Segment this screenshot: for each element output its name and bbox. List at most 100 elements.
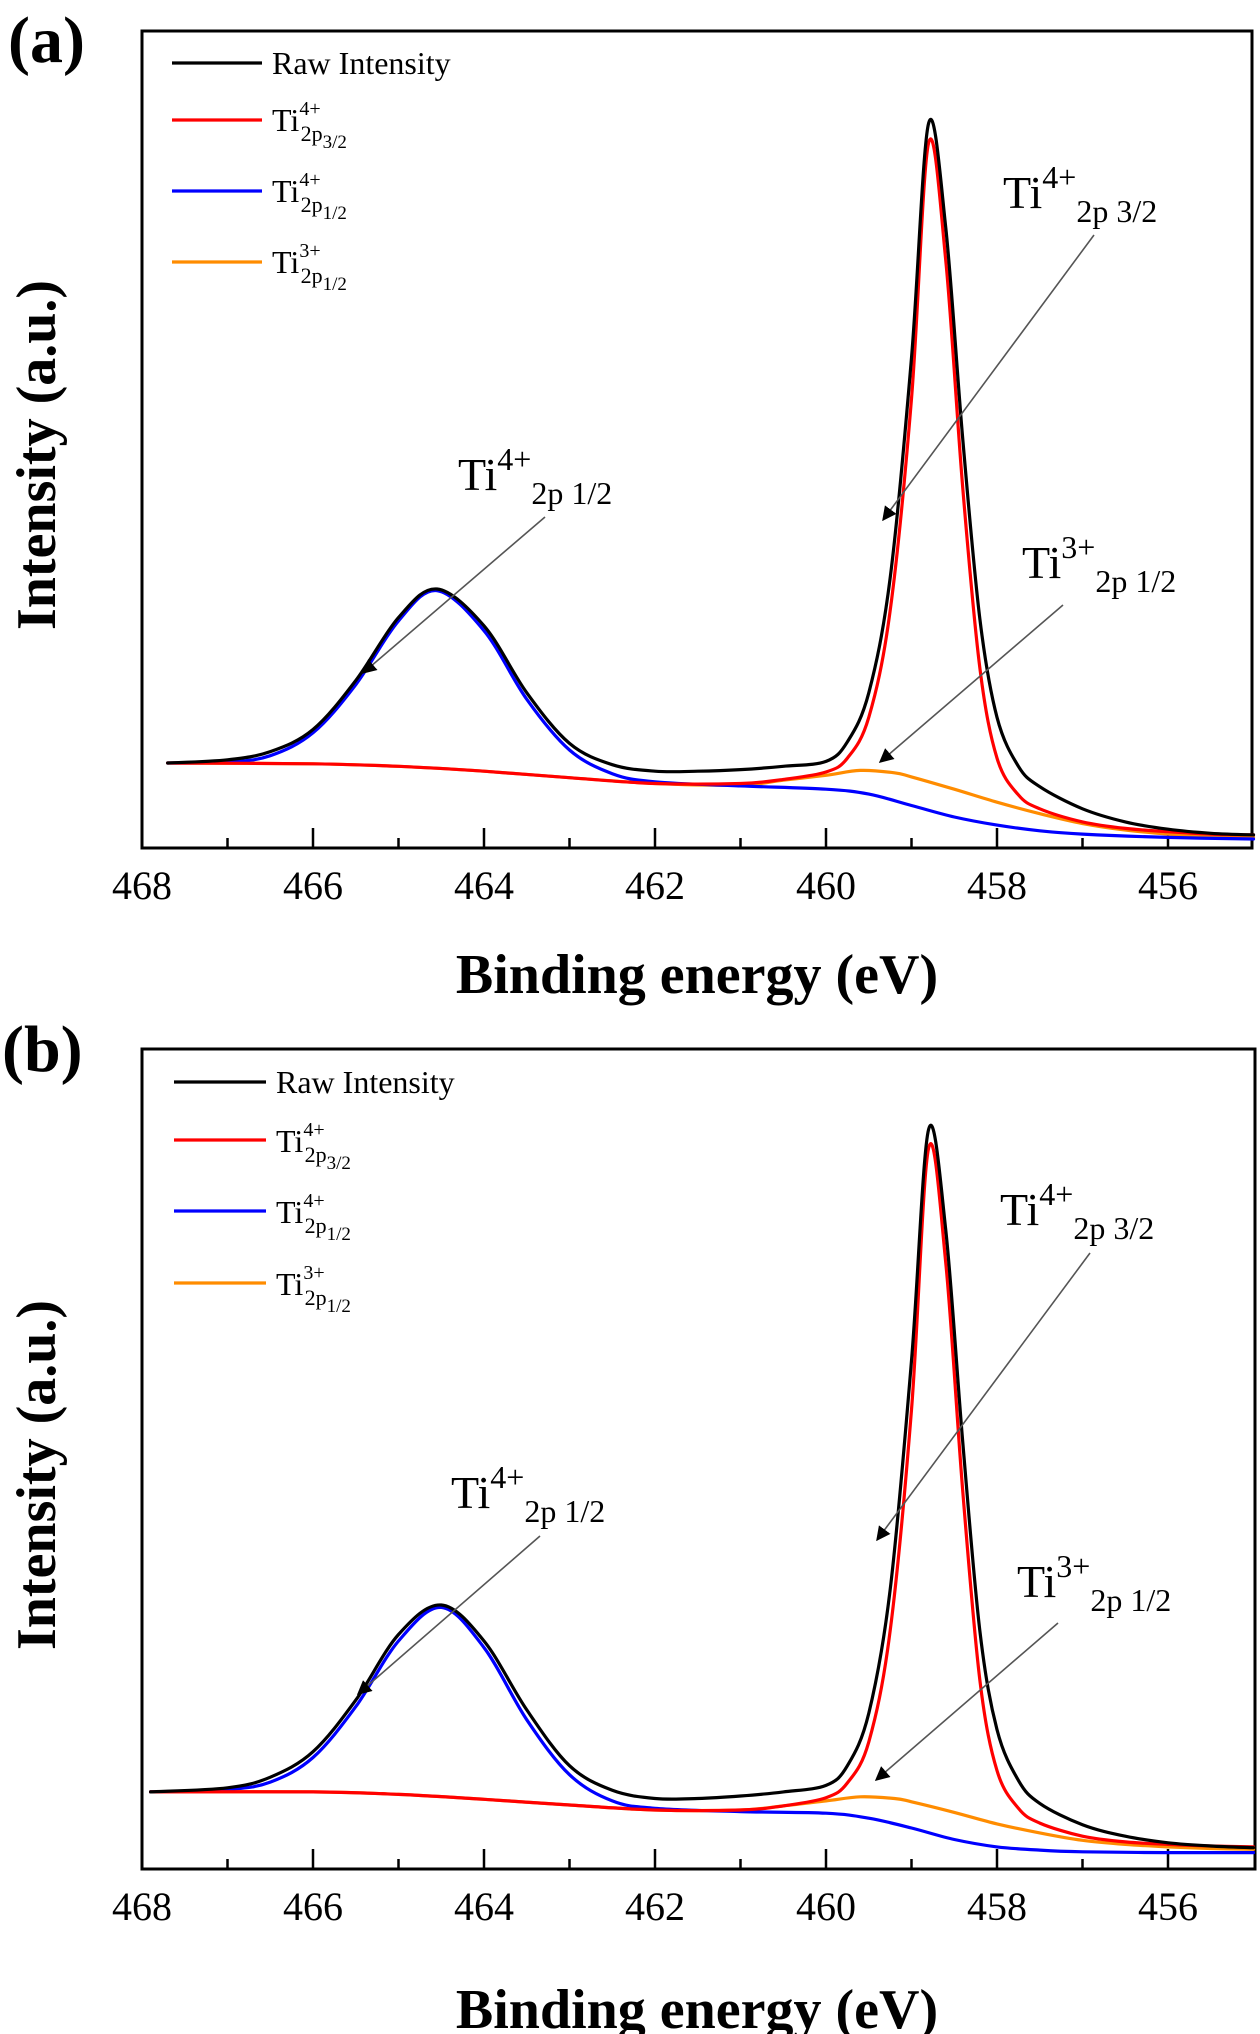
annotation-sub: 2p 1/2 bbox=[531, 475, 612, 511]
annotation-sub: 2p 1/2 bbox=[524, 1493, 605, 1529]
annotation-base: Ti bbox=[458, 449, 497, 500]
raw-intensity-curve bbox=[166, 117, 1256, 837]
x-tick-label: 460 bbox=[796, 863, 856, 908]
legend-label-sub: 2p bbox=[305, 1213, 327, 1238]
annotation-sub: 2p 3/2 bbox=[1073, 1210, 1154, 1246]
legend-label-subsub: 3/2 bbox=[323, 132, 347, 153]
svg-text:Ti3+2p 1/2: Ti3+2p 1/2 bbox=[1017, 1548, 1171, 1618]
legend-label-base: Ti bbox=[272, 102, 299, 138]
x-axis-title: Binding energy (eV) bbox=[456, 944, 938, 1006]
x-tick-label: 456 bbox=[1138, 863, 1198, 908]
ti4-2p32-curve bbox=[166, 137, 1256, 837]
panel-a: (a) 468 466 464 462 460 458 456 Raw Intensity … bbox=[6, 4, 1256, 1006]
legend-label-subsub: 3/2 bbox=[327, 1153, 351, 1174]
ti3-2p12-curve bbox=[166, 761, 1256, 839]
x-tick-label: 466 bbox=[283, 1884, 343, 1929]
annotation-ti4-2p12: Ti4+2p 1/2 bbox=[356, 1459, 605, 1695]
legend-label-sub: 2p bbox=[301, 192, 323, 217]
legend-label-sup: 4+ bbox=[303, 1190, 324, 1212]
annotation-sup: 4+ bbox=[497, 441, 531, 477]
legend-label-base: Ti bbox=[276, 1123, 303, 1159]
svg-text:Ti3+2p1/2: Ti3+ 2p1/2 bbox=[276, 1262, 351, 1317]
legend-label-subsub: 1/2 bbox=[323, 203, 347, 224]
x-axis-ticks bbox=[140, 1849, 1170, 1869]
annotation-sup: 4+ bbox=[1042, 159, 1076, 195]
annotation-arrow bbox=[874, 1622, 1059, 1781]
annotation-arrow bbox=[361, 516, 546, 674]
legend-item-ti4-2p32: Ti4+ 2p3/2 bbox=[172, 98, 347, 153]
panel-b: (b) 468 466 464 462 460 458 456 Raw Intensity … bbox=[2, 1013, 1257, 2034]
ti4-2p12-curve bbox=[149, 1605, 1256, 1855]
legend-label-sup: 3+ bbox=[299, 240, 320, 262]
y-axis-title: Intensity (a.u.) bbox=[6, 280, 68, 630]
annotation-arrow bbox=[882, 234, 1095, 522]
legend-label-base: Ti bbox=[272, 173, 299, 209]
x-axis-tick-labels: 468 466 464 462 460 458 456 bbox=[112, 863, 1198, 908]
annotation-base: Ti bbox=[1017, 1556, 1056, 1607]
legend-label-sub: 2p bbox=[301, 121, 323, 146]
x-tick-label: 462 bbox=[625, 863, 685, 908]
annotation-ti3-2p12: Ti3+2p 1/2 bbox=[874, 1548, 1171, 1781]
y-axis-title: Intensity (a.u.) bbox=[6, 1300, 68, 1650]
legend-item-ti3-2p12: Ti3+ 2p1/2 bbox=[172, 240, 347, 295]
legend-item-raw-intensity: Raw Intensity bbox=[174, 1064, 455, 1100]
ti4-2p12-curve bbox=[166, 588, 1256, 841]
legend-label-base: Ti bbox=[276, 1266, 303, 1302]
x-tick-label: 460 bbox=[796, 1884, 856, 1929]
svg-text:Raw Intensity: Raw Intensity bbox=[272, 45, 451, 81]
panel-label: (a) bbox=[8, 4, 85, 77]
x-axis-title: Binding energy (eV) bbox=[456, 1979, 938, 2034]
annotation-ti4-2p12: Ti4+2p 1/2 bbox=[361, 441, 612, 674]
legend: Raw Intensity Ti4+ 2p3/2 Ti4+ 2p1/2 Ti3+ 2p… bbox=[172, 45, 451, 295]
legend-label: Raw Intensity bbox=[272, 45, 451, 81]
annotation-sup: 4+ bbox=[490, 1459, 524, 1495]
x-axis-ticks bbox=[140, 828, 1170, 848]
legend-item-raw-intensity: Raw Intensity bbox=[172, 45, 451, 81]
svg-text:Ti3+2p 1/2: Ti3+2p 1/2 bbox=[1022, 529, 1176, 599]
legend: Raw Intensity Ti4+ 2p3/2 Ti4+ 2p1/2 Ti3+ 2p… bbox=[174, 1064, 455, 1317]
annotation-ti4-2p32: Ti4+2p 3/2 bbox=[882, 159, 1157, 522]
x-tick-label: 458 bbox=[967, 1884, 1027, 1929]
svg-text:Ti4+2p 1/2: Ti4+2p 1/2 bbox=[458, 441, 612, 511]
legend-label-base: Ti bbox=[276, 1194, 303, 1230]
x-tick-label: 466 bbox=[283, 863, 343, 908]
svg-text:Ti4+2p 1/2: Ti4+2p 1/2 bbox=[451, 1459, 605, 1529]
svg-text:Ti4+2p 3/2: Ti4+2p 3/2 bbox=[1000, 1176, 1154, 1246]
x-axis-tick-labels: 468 466 464 462 460 458 456 bbox=[112, 1884, 1198, 1929]
x-tick-label: 458 bbox=[967, 863, 1027, 908]
svg-text:Ti4+2p1/2: Ti4+ 2p1/2 bbox=[276, 1190, 351, 1245]
svg-text:Ti4+2p3/2: Ti4+ 2p3/2 bbox=[276, 1119, 351, 1174]
legend-item-ti4-2p12: Ti4+ 2p1/2 bbox=[172, 169, 347, 224]
svg-text:Raw Intensity: Raw Intensity bbox=[276, 1064, 455, 1100]
annotation-sup: 3+ bbox=[1061, 529, 1095, 565]
svg-text:Ti4+2p3/2: Ti4+ 2p3/2 bbox=[272, 98, 347, 153]
legend-label-subsub: 1/2 bbox=[327, 1296, 351, 1317]
legend-label-sub: 2p bbox=[301, 263, 323, 288]
annotation-base: Ti bbox=[1022, 537, 1061, 588]
legend-label-subsub: 1/2 bbox=[323, 274, 347, 295]
legend-label-sub: 2p bbox=[305, 1285, 327, 1310]
annotation-base: Ti bbox=[1003, 167, 1042, 218]
annotation-sub: 2p 1/2 bbox=[1095, 563, 1176, 599]
legend-item-ti4-2p32: Ti4+ 2p3/2 bbox=[174, 1119, 351, 1174]
annotation-base: Ti bbox=[1000, 1184, 1039, 1235]
annotation-arrow bbox=[878, 604, 1064, 763]
annotation-arrow bbox=[356, 1535, 541, 1695]
series-curves bbox=[166, 117, 1256, 841]
legend-label-sub: 2p bbox=[305, 1142, 327, 1167]
annotation-base: Ti bbox=[451, 1467, 490, 1518]
raw-intensity-curve bbox=[149, 1123, 1256, 1850]
x-tick-label: 468 bbox=[112, 1884, 172, 1929]
legend-label-sup: 4+ bbox=[299, 169, 320, 191]
annotation-sup: 3+ bbox=[1056, 1548, 1090, 1584]
svg-text:Ti3+2p1/2: Ti3+ 2p1/2 bbox=[272, 240, 347, 295]
annotation-ti3-2p12: Ti3+2p 1/2 bbox=[878, 529, 1176, 763]
x-tick-label: 462 bbox=[625, 1884, 685, 1929]
legend-item-ti4-2p12: Ti4+ 2p1/2 bbox=[174, 1190, 351, 1245]
legend-label: Raw Intensity bbox=[276, 1064, 455, 1100]
panel-label: (b) bbox=[2, 1013, 83, 1086]
x-tick-label: 468 bbox=[112, 863, 172, 908]
ti3-2p12-curve bbox=[149, 1790, 1256, 1851]
legend-label-sup: 4+ bbox=[299, 98, 320, 120]
